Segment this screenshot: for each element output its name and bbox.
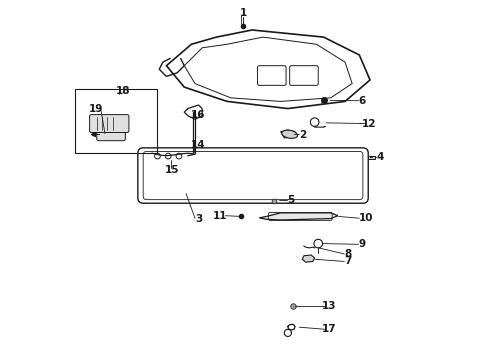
Text: 2: 2 bbox=[299, 130, 307, 140]
Polygon shape bbox=[259, 213, 338, 220]
Text: 16: 16 bbox=[191, 110, 206, 120]
Text: 12: 12 bbox=[362, 118, 376, 129]
Text: 5: 5 bbox=[287, 195, 294, 205]
Polygon shape bbox=[302, 255, 315, 262]
Text: 11: 11 bbox=[213, 211, 227, 221]
Text: 10: 10 bbox=[359, 213, 374, 223]
Text: 15: 15 bbox=[165, 165, 179, 175]
Text: 14: 14 bbox=[191, 140, 205, 150]
Text: 7: 7 bbox=[344, 256, 351, 266]
Text: 17: 17 bbox=[322, 324, 337, 334]
Text: 18: 18 bbox=[116, 86, 130, 96]
Text: 13: 13 bbox=[322, 301, 337, 311]
Ellipse shape bbox=[282, 130, 297, 138]
Text: 6: 6 bbox=[359, 96, 366, 106]
Text: 1: 1 bbox=[240, 8, 247, 18]
FancyBboxPatch shape bbox=[90, 114, 129, 132]
Text: 4: 4 bbox=[376, 153, 384, 162]
FancyBboxPatch shape bbox=[97, 128, 125, 141]
Text: 9: 9 bbox=[359, 239, 366, 249]
Polygon shape bbox=[281, 130, 295, 138]
Text: 8: 8 bbox=[344, 249, 351, 259]
Text: 3: 3 bbox=[195, 214, 202, 224]
Text: 19: 19 bbox=[89, 104, 103, 113]
Bar bbox=[368, 156, 375, 159]
